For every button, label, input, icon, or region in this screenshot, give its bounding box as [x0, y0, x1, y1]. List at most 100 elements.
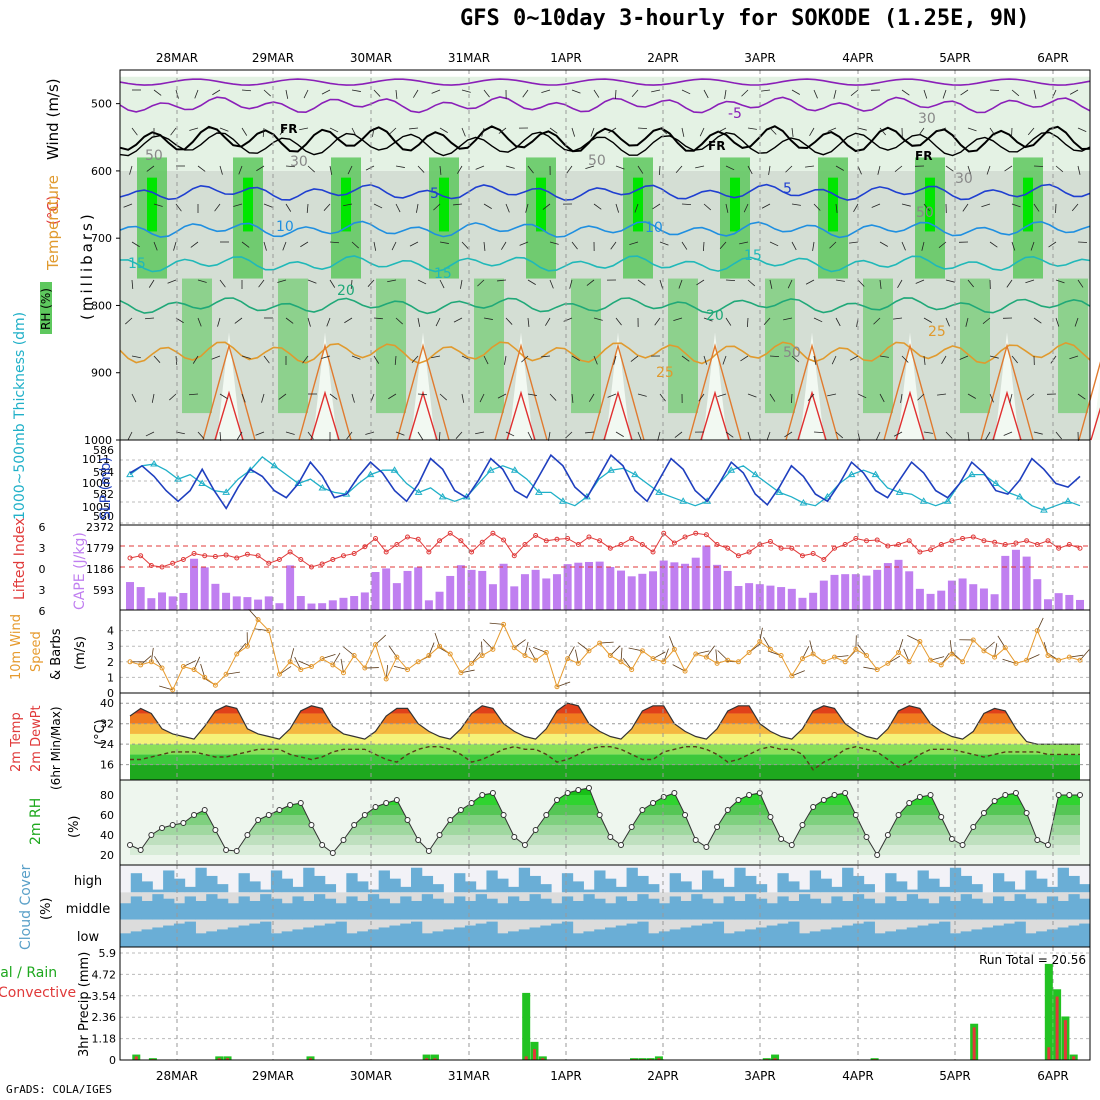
rh-point [1023, 810, 1030, 816]
cloud-cell [852, 875, 865, 893]
cloud-cell [831, 886, 843, 893]
rh-saturated-core [147, 177, 157, 232]
y-tick-label: 600 [91, 165, 112, 178]
cloud-cell [777, 923, 789, 947]
cloud-cell [249, 881, 261, 893]
cape-bar [328, 600, 337, 610]
wind-barb [967, 127, 977, 132]
contour-label: 10 [645, 220, 663, 236]
cloud-cell [367, 929, 380, 947]
precip-total-bar [1044, 963, 1053, 1060]
thickness-point [679, 497, 688, 504]
date-label-top: 3APR [744, 51, 775, 65]
precip-total-bar [422, 1054, 431, 1060]
wind-axis-label-3: & Barbs [49, 628, 64, 680]
cloud-cell [540, 925, 552, 947]
cloud-cell [454, 927, 466, 947]
y-tick-label: 700 [91, 232, 112, 245]
rh-point [874, 852, 881, 858]
wind-barb [675, 165, 683, 174]
cloud-cell [346, 896, 358, 920]
wind-speed-point [1013, 660, 1019, 666]
wind-barb [833, 89, 837, 99]
cloud-cell [120, 933, 132, 947]
isotherm-hot [310, 390, 340, 441]
lifted-index-point [917, 549, 923, 555]
wind-barb [659, 279, 664, 289]
wind-speed-point [276, 671, 282, 677]
cloud-cell [314, 925, 326, 947]
wind-tick-label: 2 [107, 656, 114, 669]
slp-tick-label: 1008 [82, 477, 110, 490]
precip-axis-label: 3hr Precip (mm) [77, 952, 92, 1057]
wind-barb [923, 355, 926, 365]
cloud-cell [745, 875, 757, 893]
wind-barb [413, 89, 419, 98]
wind-barb [306, 203, 309, 214]
rh-point [585, 785, 592, 791]
thickness-point [438, 492, 447, 500]
wind-barb [346, 431, 353, 440]
cloud-cell [432, 898, 444, 920]
cape-bar [681, 563, 690, 610]
wind-speed-point [244, 643, 250, 649]
rh-point [810, 804, 817, 810]
wind-barb [659, 127, 668, 135]
cloud-cell [400, 923, 412, 947]
cloud-cell [184, 896, 196, 920]
cloud-cell [508, 896, 520, 920]
cloud-cell [605, 903, 617, 920]
rh-saturated-core [341, 177, 351, 232]
wind-barb [945, 431, 953, 439]
cape-bar [1065, 594, 1074, 610]
rh-saturated-core [925, 177, 935, 232]
lifted-index-point [960, 536, 966, 541]
wind-barb [373, 317, 384, 320]
wind-barb [263, 203, 273, 208]
cloud-cell [1068, 925, 1080, 947]
wind-barb [321, 89, 331, 95]
wind-barb [945, 279, 955, 283]
wind-barb [391, 241, 397, 251]
cape-bar [222, 592, 231, 610]
cloud-cell [1014, 889, 1026, 893]
precip-tick-label: 1.18 [92, 1033, 117, 1046]
rh-axis-label: RH (%) [39, 288, 53, 330]
wind-barb [637, 393, 647, 397]
wind-speed-point [853, 646, 859, 652]
precip-total-label: Total / Rain [0, 965, 57, 981]
precip-frame [119, 946, 1091, 1061]
temp-band [130, 713, 1080, 724]
wind-barb [409, 241, 419, 247]
cloud-cell [270, 933, 283, 947]
cloud-cell [745, 894, 757, 920]
wind-barb [1006, 279, 1013, 288]
precip-convective-bar [433, 1058, 437, 1060]
cape-tick-label: 2372 [86, 521, 114, 534]
wind-barb [725, 317, 732, 326]
wind-barb [262, 127, 265, 138]
thickness-point [198, 479, 207, 486]
contour-label: 30 [918, 111, 936, 127]
rh-moist-column [278, 278, 308, 414]
rh-point [788, 842, 795, 848]
wind-barb [329, 127, 339, 133]
cloud-cell [346, 933, 358, 947]
cloud-cell [712, 921, 725, 947]
wind-barb [527, 393, 537, 396]
li-tick-label: 0 [39, 563, 46, 576]
cloud-cell [508, 886, 520, 893]
wind-speed-point [831, 654, 837, 660]
cloud-cell [658, 903, 671, 920]
wind-barb [241, 241, 250, 248]
wind-barb [525, 203, 529, 213]
wind-barb [479, 393, 485, 403]
thickness-point [486, 466, 495, 473]
wind-barb [197, 431, 205, 439]
lifted-index-point [170, 560, 176, 566]
isotherm-warm [785, 343, 839, 441]
precip-convective-bar [1055, 996, 1059, 1060]
wind-speed-point [405, 667, 411, 673]
rh-point [265, 812, 272, 818]
cloud-cell [163, 870, 175, 893]
